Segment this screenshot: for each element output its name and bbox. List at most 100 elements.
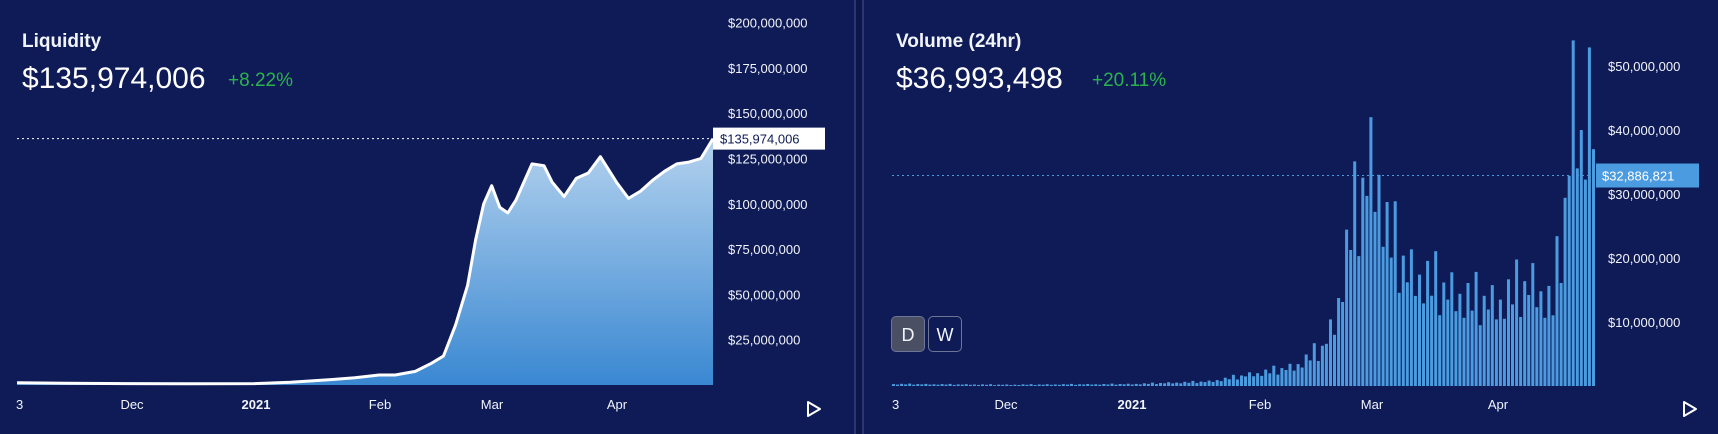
volume-bar (1070, 383, 1073, 386)
volume-bar (1341, 302, 1345, 386)
volume-bar (1248, 372, 1251, 386)
volume-bar (1292, 370, 1296, 386)
volume-bar (1013, 384, 1017, 386)
volume-bar (892, 384, 895, 386)
volume-bar (1159, 383, 1162, 386)
volume-bar (1272, 365, 1276, 386)
volume-bar (1025, 384, 1029, 386)
volume-bar (1256, 373, 1260, 386)
volume-bar (1337, 298, 1341, 386)
volume-bar (952, 384, 956, 386)
volume-bar (1498, 299, 1502, 386)
volume-bar (1078, 384, 1082, 386)
volume-bar (1126, 383, 1130, 386)
volume-bar (924, 383, 928, 386)
volume-bar (1074, 384, 1078, 386)
volume-bar (900, 383, 904, 386)
volume-bar (1511, 304, 1514, 386)
volume-bar (1583, 179, 1587, 386)
volume-bar (1446, 299, 1450, 386)
volume-bar (1308, 360, 1312, 386)
volume-bar (1021, 384, 1025, 386)
volume-change: +20.11% (1092, 70, 1167, 91)
volume-bar (1316, 361, 1320, 386)
volume-bar (1571, 40, 1575, 387)
volume-bar (1575, 168, 1579, 386)
volume-title: Volume (24hr) (896, 31, 1022, 52)
volume-bar (977, 384, 980, 386)
liquidity-area (17, 138, 713, 385)
y-tick-label: $150,000,000 (728, 106, 808, 121)
crosshair-label-box (1596, 163, 1699, 188)
volume-bar (1227, 379, 1231, 386)
liquidity-line (16, 137, 715, 386)
y-tick-label: $50,000,000 (1608, 59, 1680, 74)
volume-bar (1284, 370, 1288, 386)
volume-bar (1320, 345, 1324, 386)
volume-bar (1061, 384, 1065, 386)
volume-bar (1592, 149, 1595, 386)
volume-bar (1223, 377, 1227, 386)
volume-bar (1268, 373, 1272, 386)
volume-bar (1045, 384, 1049, 386)
volume-bar (1450, 272, 1454, 386)
volume-bar (1179, 383, 1183, 386)
volume-bar (1138, 384, 1142, 386)
volume-bar (1329, 319, 1332, 386)
daily-button[interactable]: D (891, 316, 925, 352)
volume-bar (1094, 384, 1098, 386)
volume-bar (1037, 384, 1041, 386)
y-tick-label: $100,000,000 (728, 197, 808, 212)
volume-bar (1090, 384, 1094, 386)
volume-bar (940, 384, 944, 386)
volume-bar (1474, 271, 1478, 386)
y-tick-label: $25,000,000 (728, 333, 800, 348)
volume-bar (1207, 380, 1211, 386)
play-icon[interactable] (806, 400, 822, 418)
x-tick-label: 2021 (1118, 397, 1147, 412)
volume-bar (1405, 282, 1409, 386)
volume-bar (1049, 384, 1053, 386)
volume-bar (1187, 382, 1191, 386)
volume-bar (1357, 256, 1361, 386)
volume-bar (916, 384, 920, 386)
play-icon[interactable] (1682, 400, 1698, 418)
volume-bar (1389, 257, 1393, 386)
volume-bar (1086, 384, 1090, 386)
volume-bar (1150, 382, 1154, 386)
volume-bar (1098, 384, 1102, 386)
volume-bar (1527, 295, 1531, 386)
weekly-button[interactable]: W (928, 316, 962, 352)
volume-bar (956, 384, 960, 386)
volume-bar (1454, 311, 1458, 386)
y-tick-label: $20,000,000 (1608, 251, 1680, 266)
volume-bar (1240, 375, 1243, 386)
liquidity-change: +8.22% (228, 70, 293, 91)
crosshair-label: $32,886,821 (1602, 169, 1674, 184)
volume-bar (1397, 292, 1401, 386)
liquidity-chart[interactable]: $200,000,000 $175,000,000 $150,000,000 $125… (0, 0, 854, 434)
volume-bar (1029, 384, 1033, 386)
x-tick-label: 3 (16, 397, 23, 412)
y-tick-label: $175,000,000 (728, 61, 808, 76)
volume-bar (1385, 202, 1389, 386)
x-tick-label: Feb (1249, 397, 1271, 412)
volume-chart[interactable]: $50,000,000 $40,000,000 $30,000,000 $20,000… (864, 0, 1718, 434)
volume-bar (1114, 384, 1118, 386)
volume-bar (1579, 130, 1583, 386)
volume-bar (912, 384, 916, 386)
volume-bar (1219, 381, 1223, 386)
volume-bar (1531, 263, 1535, 386)
y-tick-label: $10,000,000 (1608, 315, 1680, 330)
volume-bar (1438, 315, 1442, 386)
volume-bar (1134, 383, 1138, 386)
y-tick-label: $30,000,000 (1608, 187, 1680, 202)
volume-bar (1163, 383, 1167, 386)
volume-bar (1288, 363, 1292, 386)
volume-bar (1175, 382, 1179, 386)
volume-bar (1300, 367, 1304, 386)
volume-bar (1567, 175, 1571, 386)
volume-bar (1507, 279, 1510, 386)
volume-bar (1535, 307, 1539, 386)
volume-bar (1057, 384, 1061, 386)
